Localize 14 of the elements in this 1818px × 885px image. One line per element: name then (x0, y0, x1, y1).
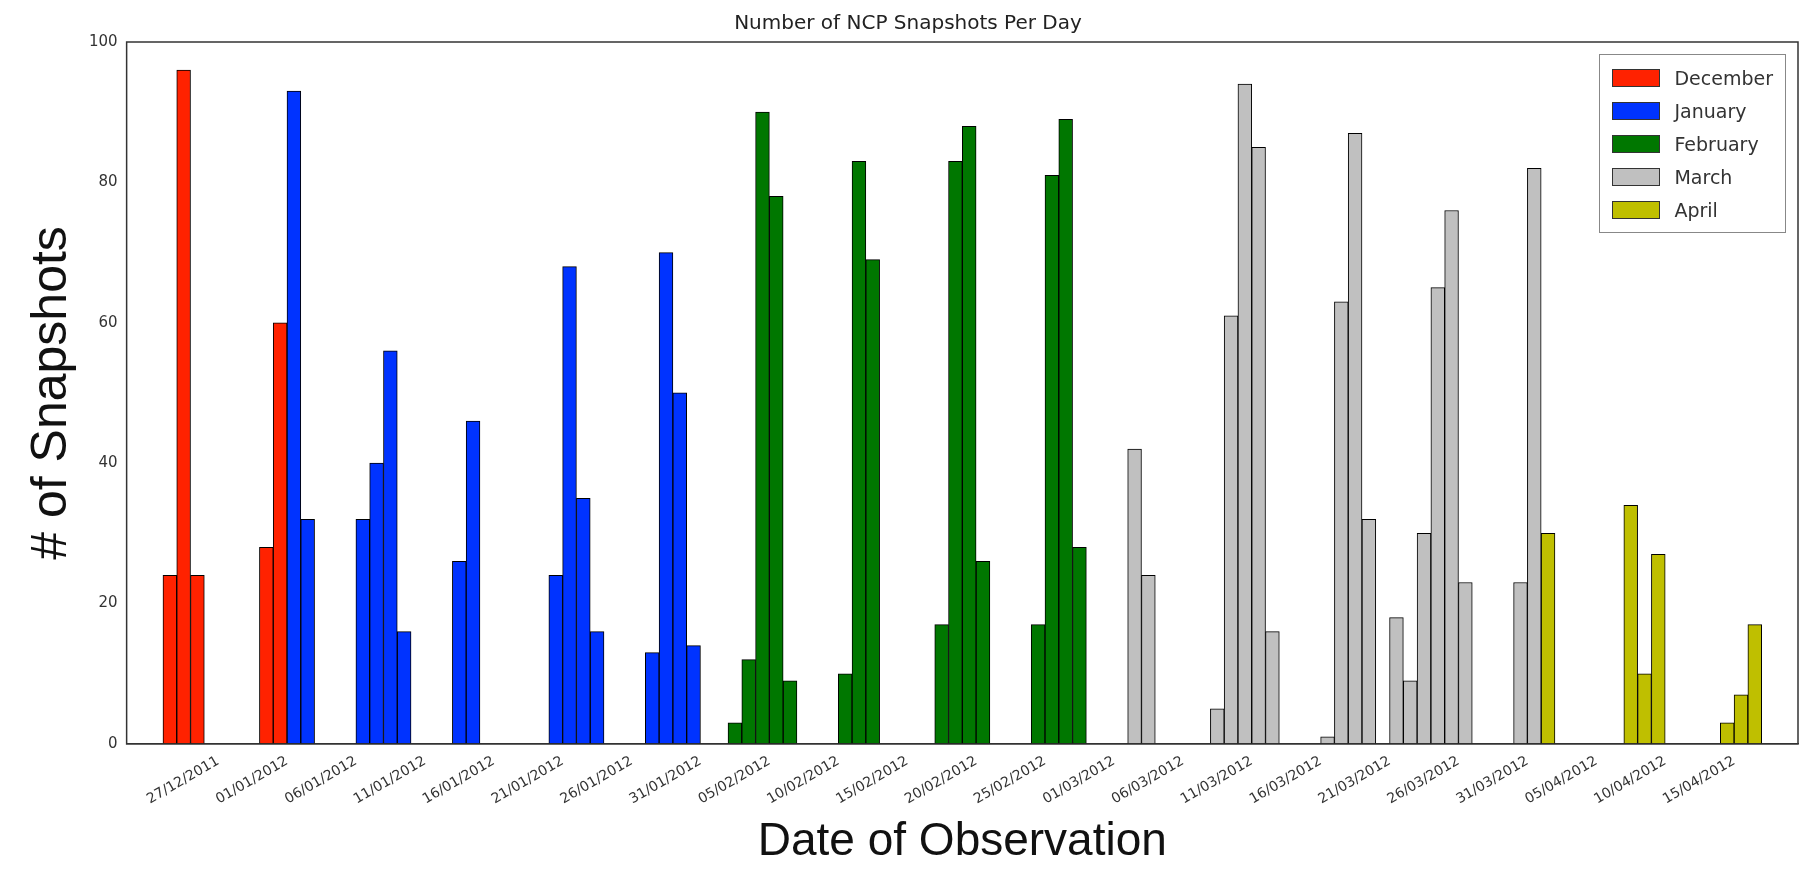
legend-label: December (1674, 66, 1773, 89)
legend-label: January (1674, 99, 1747, 122)
y-tick-label: 100 (88, 31, 118, 50)
y-tick-label: 40 (98, 453, 118, 472)
y-tick-label: 60 (98, 312, 118, 331)
x-axis-title: Date of Observation (757, 813, 1167, 866)
chart-title: Number of NCP Snapshots Per Day (734, 10, 1082, 35)
y-axis-title: # of Snapshots (20, 226, 77, 560)
y-tick-label: 20 (98, 593, 118, 612)
legend-label: March (1674, 165, 1733, 188)
y-tick-label: 80 (98, 172, 118, 191)
legend-label: February (1674, 132, 1759, 155)
y-tick-label: 0 (108, 733, 118, 752)
legend-label: April (1674, 198, 1718, 221)
